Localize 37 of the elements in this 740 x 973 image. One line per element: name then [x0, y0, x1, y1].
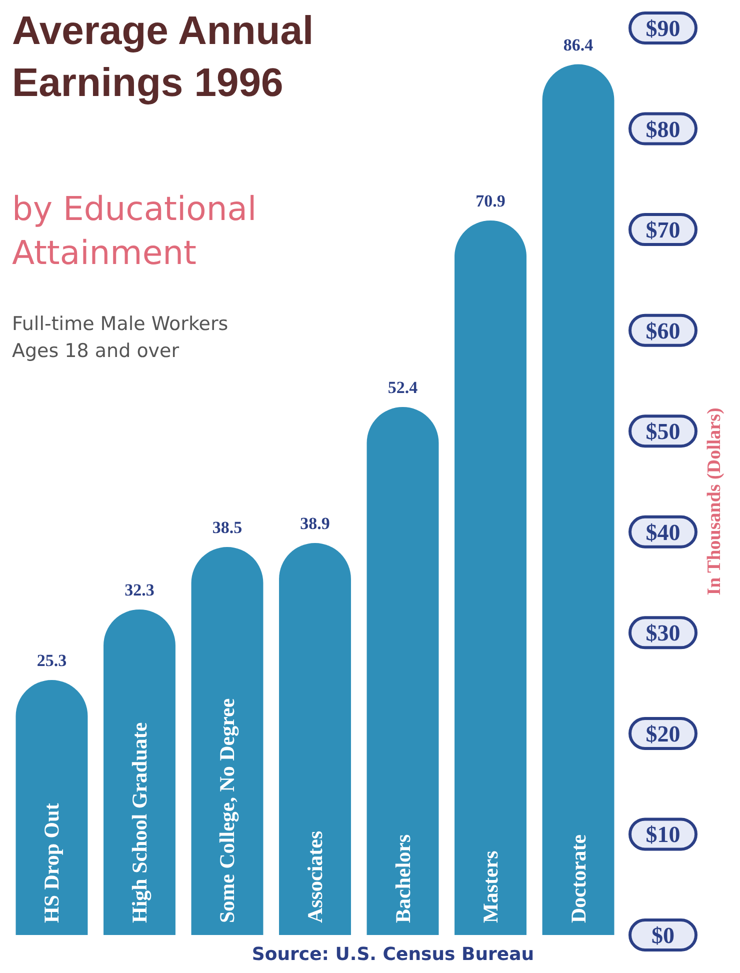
y-tick-label: $30 — [646, 620, 680, 646]
y-tick-label: $70 — [646, 218, 680, 243]
data-label: 38.5 — [212, 518, 242, 538]
x-tick-label: HS Drop Out — [40, 803, 64, 923]
chart-title: Average Annual Earnings 1996 — [12, 9, 314, 105]
data-label: 86.4 — [563, 35, 594, 54]
annotation: Ages 18 and over — [12, 340, 180, 362]
y-tick-label: $20 — [646, 721, 680, 746]
bar — [191, 547, 264, 935]
bar — [279, 543, 351, 935]
y-tick-label: $10 — [646, 822, 680, 848]
x-tick-label: High School Graduate — [127, 722, 152, 923]
x-tick-label: Associates — [303, 830, 327, 923]
y-tick-label: $60 — [646, 318, 680, 344]
y-tick-label: $80 — [646, 116, 680, 142]
bar — [542, 64, 614, 935]
x-tick-label: Masters — [478, 850, 503, 923]
data-label: 52.4 — [388, 378, 418, 397]
bar — [366, 406, 439, 935]
bar — [454, 220, 526, 935]
x-tick-label: Doctorate — [566, 834, 590, 923]
y-tick-label: $0 — [652, 923, 674, 948]
x-tick-label: Some College, No Degree — [215, 698, 240, 923]
y-tick-label: $40 — [646, 520, 680, 545]
y-tick-label: $50 — [646, 419, 680, 444]
y-tick-label: $90 — [646, 16, 680, 41]
bar — [16, 680, 88, 935]
data-label: 25.3 — [36, 651, 67, 670]
y-axis-title: In Thousands (Dollars) — [704, 408, 725, 596]
x-tick-label: Bachelors — [390, 834, 415, 923]
source-note: Source: U.S. Census Bureau — [252, 944, 534, 965]
data-label: 32.3 — [124, 580, 154, 600]
text: by Educational Attainment — [12, 189, 257, 272]
data-label: 70.9 — [476, 191, 506, 210]
bar — [104, 610, 176, 935]
data-label: 38.9 — [300, 514, 330, 533]
annotation: Full-time Male Workers — [12, 313, 228, 335]
